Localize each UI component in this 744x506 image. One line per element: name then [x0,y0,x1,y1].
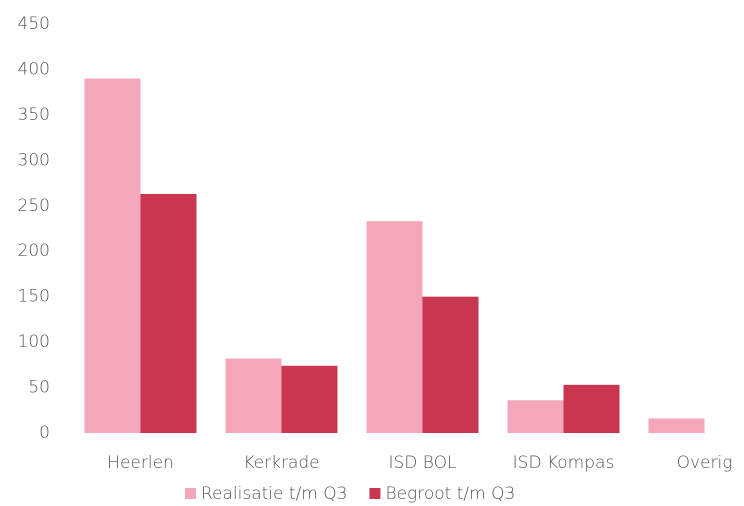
x-tick-label: Kerkrade [243,453,319,473]
bar [366,221,423,433]
bar [507,400,564,433]
bar [422,296,479,433]
y-tick-label: 350 [18,105,50,125]
x-tick-label: ISD BOL [389,453,457,473]
legend-label: Begroot t/m Q3 [385,484,515,504]
x-tick-label: ISD Kompas [513,453,615,473]
y-tick-label: 150 [18,287,50,307]
bar [281,365,338,433]
bar [225,358,282,433]
y-tick-label: 100 [18,332,50,352]
x-tick-label: Heerlen [107,453,174,473]
x-tick-label: Overig [677,453,733,473]
legend-label: Realisatie t/m Q3 [201,484,347,504]
bar [84,78,141,434]
y-tick-label: 0 [39,423,50,443]
bar [140,193,197,433]
bar [563,384,620,433]
y-tick-label: 50 [28,378,50,398]
y-tick-label: 450 [18,14,50,34]
legend-swatch [369,488,381,499]
y-tick-label: 200 [18,241,50,261]
y-tick-label: 250 [18,196,50,216]
bar [648,418,705,433]
legend-swatch [185,488,196,499]
y-tick-label: 400 [18,59,50,79]
y-tick-label: 300 [18,150,50,170]
